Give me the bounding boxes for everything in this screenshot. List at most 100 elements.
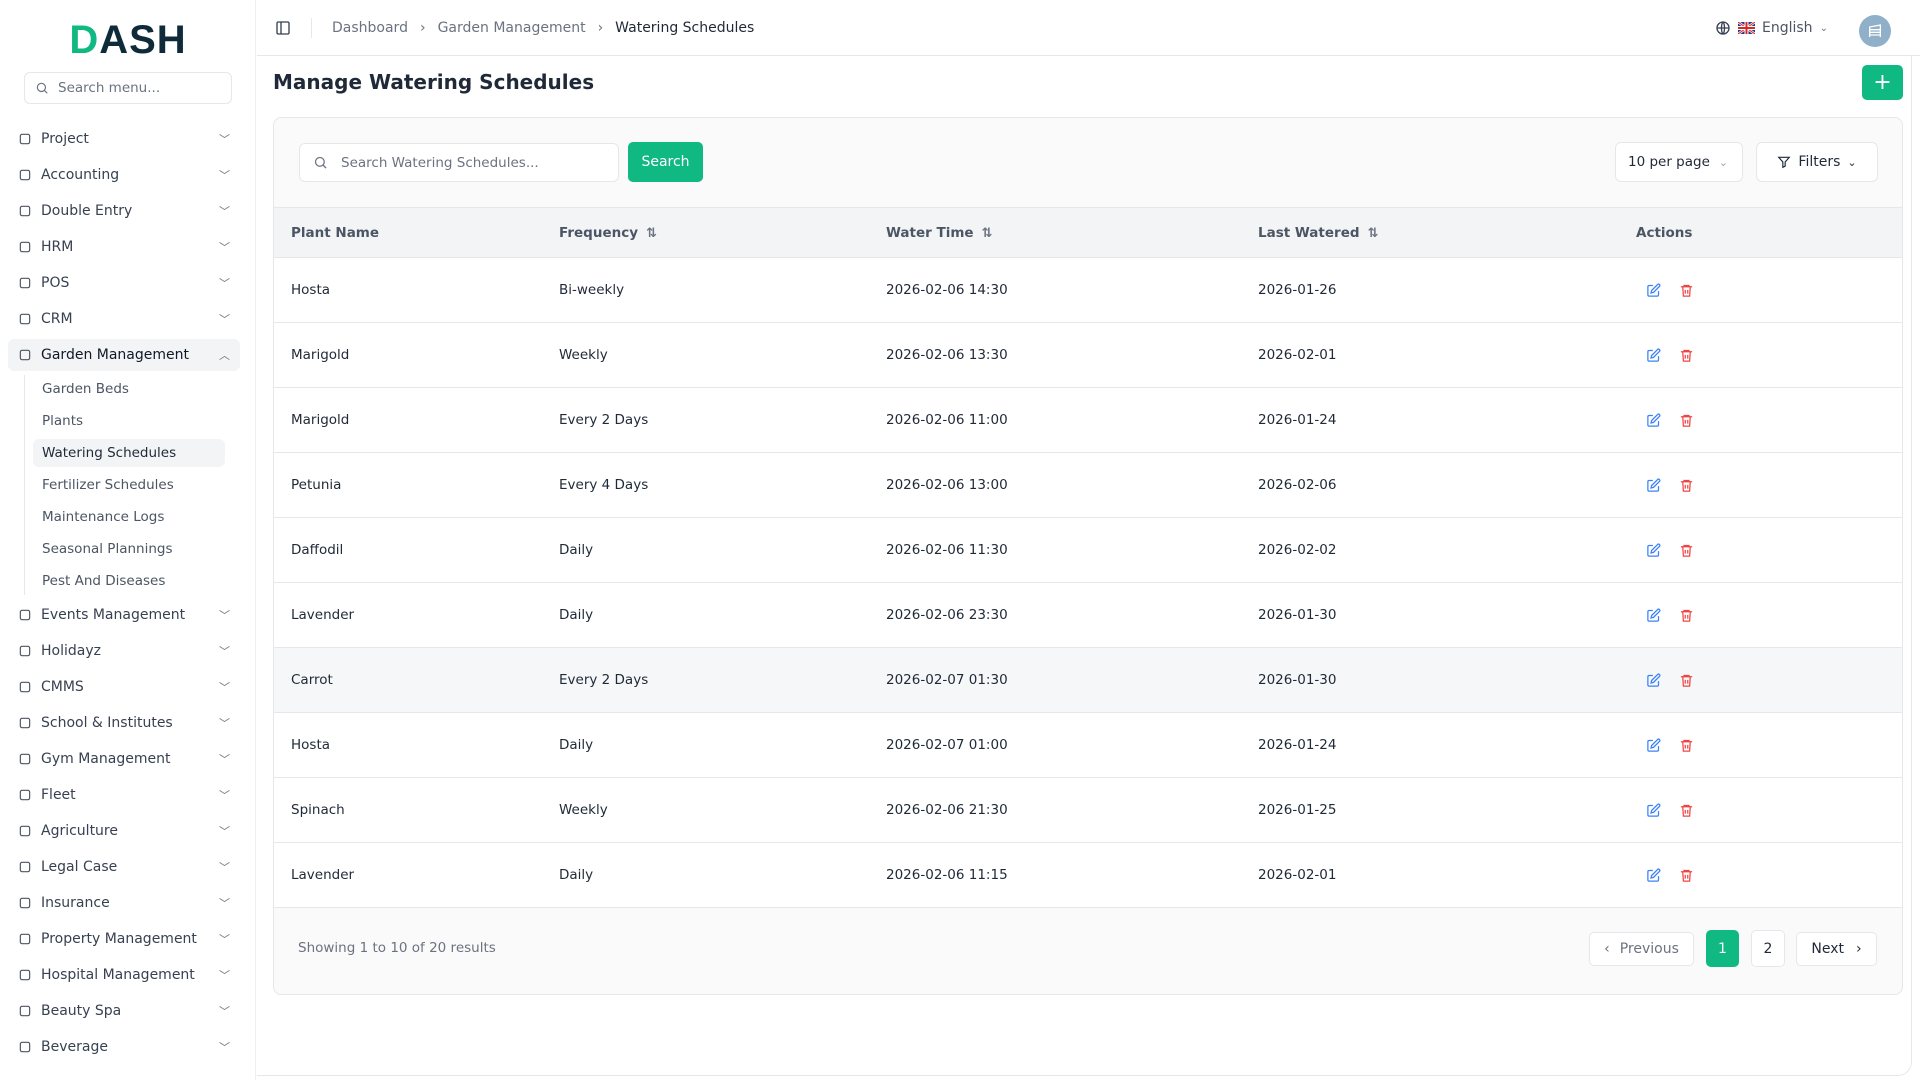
- menu-search-input[interactable]: Search menu...: [24, 72, 232, 104]
- sidebar-item-school-institutes[interactable]: School & Institutes ﹀: [8, 707, 240, 739]
- search-button[interactable]: Search: [628, 142, 703, 182]
- cell-frequency: Every 4 Days: [559, 452, 886, 518]
- shield-icon: [17, 895, 33, 911]
- edit-icon[interactable]: [1646, 738, 1661, 753]
- chevron-down-icon: ⌄: [1847, 155, 1857, 169]
- sidebar-item-hospital-management[interactable]: Hospital Management ﹀: [8, 959, 240, 991]
- submenu-item-watering-schedules[interactable]: Watering Schedules: [33, 439, 225, 467]
- submenu-item-maintenance-logs[interactable]: Maintenance Logs: [42, 509, 165, 525]
- sidebar-item-beauty-spa[interactable]: Beauty Spa ﹀: [8, 995, 240, 1027]
- sidebar-item-gym-management[interactable]: Gym Management ﹀: [8, 743, 240, 775]
- table-row[interactable]: Hosta Bi-weekly 2026-02-06 14:30 2026-01…: [274, 257, 1902, 323]
- edit-icon[interactable]: [1646, 868, 1661, 883]
- delete-icon[interactable]: [1679, 543, 1694, 558]
- logo[interactable]: DASH: [69, 18, 187, 62]
- sprout-icon: [17, 347, 33, 363]
- col-frequency[interactable]: Frequency ⇅: [559, 207, 886, 258]
- avatar[interactable]: [1859, 15, 1891, 47]
- submenu-item-plants[interactable]: Plants: [42, 413, 84, 429]
- delete-icon[interactable]: [1679, 478, 1694, 493]
- sidebar-item-cmms[interactable]: CMMS ﹀: [8, 671, 240, 703]
- sidebar-item-property-management[interactable]: Property Management ﹀: [8, 923, 240, 955]
- cell-last-watered: 2026-02-02: [1258, 517, 1636, 583]
- sidebar-item-insurance[interactable]: Insurance ﹀: [8, 887, 240, 919]
- per-page-select[interactable]: 10 per page ⌄: [1615, 142, 1743, 182]
- garden-submenu: Garden Beds Plants Watering Schedules Ferti…: [24, 375, 240, 595]
- language-selector[interactable]: English ⌄: [1715, 0, 1828, 56]
- edit-icon[interactable]: [1646, 608, 1661, 623]
- edit-icon[interactable]: [1646, 283, 1661, 298]
- edit-icon[interactable]: [1646, 348, 1661, 363]
- filters-button[interactable]: Filters ⌄: [1756, 142, 1878, 182]
- sidebar-item-pos[interactable]: POS ﹀: [8, 267, 240, 299]
- cell-actions: [1636, 777, 1902, 843]
- sort-icon[interactable]: ⇅: [981, 225, 993, 241]
- sort-icon[interactable]: ⇅: [646, 225, 657, 241]
- submenu-item-seasonal-plannings[interactable]: Seasonal Plannings: [42, 541, 173, 557]
- delete-icon[interactable]: [1679, 803, 1694, 818]
- schedule-search-input[interactable]: Search Watering Schedules...: [299, 143, 619, 182]
- breadcrumb-garden-management[interactable]: Garden Management: [437, 19, 586, 36]
- edit-icon[interactable]: [1646, 478, 1661, 493]
- table-row[interactable]: Marigold Every 2 Days 2026-02-06 11:00 2…: [274, 387, 1902, 453]
- next-button[interactable]: Next ›: [1796, 932, 1877, 966]
- cell-last-watered: 2026-01-25: [1258, 777, 1636, 843]
- sidebar-item-hrm[interactable]: HRM ﹀: [8, 231, 240, 263]
- table-row[interactable]: Carrot Every 2 Days 2026-02-07 01:30 202…: [274, 647, 1902, 713]
- submenu-item-fertilizer-schedules[interactable]: Fertilizer Schedules: [42, 477, 174, 493]
- page-1-button[interactable]: 1: [1706, 930, 1739, 967]
- edit-icon[interactable]: [1646, 413, 1661, 428]
- sidebar-item-holidayz[interactable]: Holidayz ﹀: [8, 635, 240, 667]
- sort-icon[interactable]: ⇅: [1367, 225, 1379, 241]
- page-2-button[interactable]: 2: [1751, 930, 1785, 967]
- sidebar-toggle-icon[interactable]: [275, 20, 291, 36]
- sidebar-item-double-entry[interactable]: Double Entry ﹀: [8, 195, 240, 227]
- sidebar-item-fleet[interactable]: Fleet ﹀: [8, 779, 240, 811]
- chevron-down-icon: ﹀: [219, 753, 230, 766]
- cell-water-time: 2026-02-06 13:00: [886, 452, 1258, 518]
- table-row[interactable]: Lavender Daily 2026-02-06 11:15 2026-02-…: [274, 842, 1902, 908]
- edit-icon[interactable]: [1646, 543, 1661, 558]
- delete-icon[interactable]: [1679, 673, 1694, 688]
- delete-icon[interactable]: [1679, 413, 1694, 428]
- edit-icon[interactable]: [1646, 673, 1661, 688]
- delete-icon[interactable]: [1679, 738, 1694, 753]
- chevron-down-icon: ﹀: [219, 789, 230, 802]
- table-row[interactable]: Hosta Daily 2026-02-07 01:00 2026-01-24: [274, 712, 1902, 778]
- cell-last-watered: 2026-02-01: [1258, 842, 1636, 908]
- add-schedule-button[interactable]: +: [1862, 65, 1903, 100]
- delete-icon[interactable]: [1679, 868, 1694, 883]
- delete-icon[interactable]: [1679, 283, 1694, 298]
- cell-water-time: 2026-02-06 23:30: [886, 582, 1258, 648]
- previous-button[interactable]: ‹ Previous: [1589, 932, 1694, 966]
- table-row[interactable]: Lavender Daily 2026-02-06 23:30 2026-01-…: [274, 582, 1902, 648]
- col-plant-name: Plant Name: [274, 207, 559, 258]
- breadcrumb-dashboard[interactable]: Dashboard: [332, 19, 408, 36]
- book-icon: [17, 203, 33, 219]
- sidebar-item-beverage[interactable]: Beverage ﹀: [8, 1031, 240, 1063]
- sidebar-item-accounting[interactable]: Accounting ﹀: [8, 159, 240, 191]
- sidebar-item-legal-case[interactable]: Legal Case ﹀: [8, 851, 240, 883]
- submenu-item-garden-beds[interactable]: Garden Beds: [42, 381, 129, 397]
- table-row[interactable]: Spinach Weekly 2026-02-06 21:30 2026-01-…: [274, 777, 1902, 843]
- submenu-item-pest-and-diseases[interactable]: Pest And Diseases: [42, 573, 166, 589]
- sidebar-item-crm[interactable]: CRM ﹀: [8, 303, 240, 335]
- party-icon: [17, 607, 33, 623]
- sidebar-item-garden-management[interactable]: Garden Management ︿: [8, 339, 240, 371]
- col-actions: Actions: [1636, 207, 1902, 258]
- results-summary: Showing 1 to 10 of 20 results: [298, 940, 496, 956]
- chevron-down-icon: ﹀: [219, 861, 230, 874]
- sidebar-item-events-management[interactable]: Events Management ﹀: [8, 599, 240, 631]
- filter-icon: [1777, 156, 1791, 169]
- col-water-time[interactable]: Water Time ⇅: [886, 207, 1258, 258]
- table-row[interactable]: Daffodil Daily 2026-02-06 11:30 2026-02-…: [274, 517, 1902, 583]
- delete-icon[interactable]: [1679, 348, 1694, 363]
- chevron-down-icon: ﹀: [219, 241, 230, 254]
- edit-icon[interactable]: [1646, 803, 1661, 818]
- sidebar-item-agriculture[interactable]: Agriculture ﹀: [8, 815, 240, 847]
- table-row[interactable]: Marigold Weekly 2026-02-06 13:30 2026-02…: [274, 322, 1902, 388]
- table-row[interactable]: Petunia Every 4 Days 2026-02-06 13:00 20…: [274, 452, 1902, 518]
- sidebar-item-project[interactable]: Project ﹀: [8, 123, 240, 155]
- col-last-watered[interactable]: Last Watered ⇅: [1258, 207, 1636, 258]
- delete-icon[interactable]: [1679, 608, 1694, 623]
